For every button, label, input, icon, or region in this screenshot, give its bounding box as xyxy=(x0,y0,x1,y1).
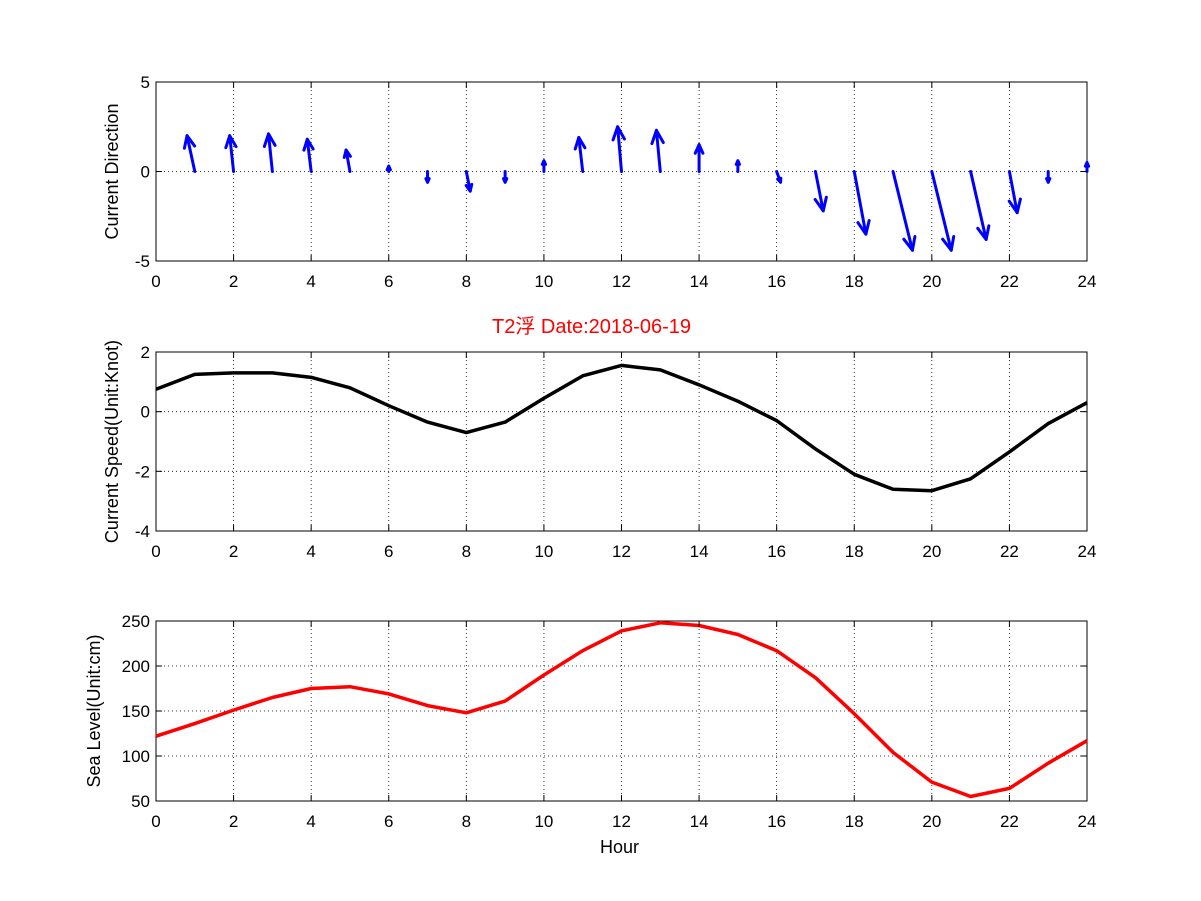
x-tick-label: 8 xyxy=(462,542,471,561)
x-tick-label: 18 xyxy=(845,272,864,291)
current-speed-x-ticks: 0 2 4 6 8 10 12 14 16 18 20 22 24 xyxy=(151,352,1096,561)
direction-arrow xyxy=(693,143,705,173)
x-tick-label: 2 xyxy=(229,272,238,291)
x-tick-label: 12 xyxy=(612,542,631,561)
y-tick-label: 200 xyxy=(122,657,150,676)
current-speed-plot: T2浮 Date:2018-06-19 0 2 4 6 8 10 12 14 16 18 20 22 2… xyxy=(102,315,1096,561)
x-tick-label: 20 xyxy=(922,812,941,831)
current-direction-ylabel: Current Direction xyxy=(102,103,122,239)
x-tick-label: 10 xyxy=(534,542,553,561)
sea-level-series xyxy=(155,621,1088,799)
current-direction-plot: 0 2 4 6 8 10 12 14 16 18 20 22 24 -505 Current Direc… xyxy=(102,73,1096,291)
y-tick-label: 250 xyxy=(122,612,150,631)
direction-arrow xyxy=(650,128,665,173)
direction-arrow xyxy=(342,148,352,173)
sea-level-axes-frame xyxy=(155,620,1088,802)
direction-arrow xyxy=(969,170,991,242)
x-tick-label: 14 xyxy=(690,542,709,561)
x-tick-label: 4 xyxy=(306,542,315,561)
x-tick-label: 8 xyxy=(462,272,471,291)
x-tick-label: 22 xyxy=(1000,272,1019,291)
x-tick-label: 16 xyxy=(767,542,786,561)
series-line xyxy=(155,363,1088,493)
x-tick-label: 18 xyxy=(845,542,864,561)
direction-arrow xyxy=(540,159,548,173)
x-tick-label: 10 xyxy=(534,812,553,831)
series-line xyxy=(155,621,1088,799)
direction-arrow xyxy=(930,170,956,252)
direction-arrow xyxy=(385,164,392,173)
x-tick-label: 2 xyxy=(229,812,238,831)
current-speed-axes-frame xyxy=(155,351,1088,532)
x-tick-label: 6 xyxy=(384,542,393,561)
x-tick-label: 16 xyxy=(767,272,786,291)
direction-arrow xyxy=(852,170,871,236)
direction-arrow xyxy=(573,135,587,173)
y-tick-label: 5 xyxy=(141,73,150,92)
x-tick-label: 18 xyxy=(845,812,864,831)
x-tick-label: 24 xyxy=(1078,542,1097,561)
x-tick-label: 20 xyxy=(922,272,941,291)
current-speed-series xyxy=(155,363,1088,493)
y-tick-label: 2 xyxy=(141,343,150,362)
y-tick-label: 0 xyxy=(141,163,150,182)
direction-arrow xyxy=(1083,161,1091,173)
x-tick-label: 6 xyxy=(384,272,393,291)
sea-level-y-ticks: 50 100 150 200 250 xyxy=(122,612,1087,811)
direction-arrow xyxy=(262,132,277,173)
direction-arrow xyxy=(1007,170,1022,215)
direction-arrow xyxy=(302,137,315,173)
direction-arrow xyxy=(464,170,474,193)
sea-level-x-ticks: 0 2 4 6 8 10 12 14 16 18 20 22 24 xyxy=(151,621,1096,831)
direction-arrow xyxy=(734,159,742,173)
y-tick-label: 0 xyxy=(141,403,150,422)
direction-arrow xyxy=(224,134,238,173)
x-tick-label: 20 xyxy=(922,542,941,561)
sea-level-xlabel: Hour xyxy=(600,837,639,857)
x-tick-label: 12 xyxy=(612,272,631,291)
x-tick-label: 14 xyxy=(690,812,709,831)
direction-arrow xyxy=(424,170,431,184)
x-tick-label: 2 xyxy=(229,542,238,561)
direction-arrow xyxy=(775,170,783,184)
x-tick-label: 10 xyxy=(534,272,553,291)
current-direction-y-ticks: -5 0 5 xyxy=(135,73,1087,271)
x-tick-label: 24 xyxy=(1078,812,1097,831)
x-tick-label: 14 xyxy=(690,272,709,291)
direction-arrow xyxy=(501,170,509,184)
y-tick-label: -2 xyxy=(135,462,150,481)
direction-arrow xyxy=(182,134,197,173)
x-tick-label: 0 xyxy=(151,812,160,831)
x-tick-label: 4 xyxy=(306,812,315,831)
y-tick-label: -4 xyxy=(135,522,150,541)
x-tick-label: 12 xyxy=(612,812,631,831)
current-direction-arrows xyxy=(182,125,1091,252)
x-tick-label: 16 xyxy=(767,812,786,831)
x-tick-label: 22 xyxy=(1000,812,1019,831)
x-tick-label: 0 xyxy=(151,542,160,561)
chart-title: T2浮 Date:2018-06-19 xyxy=(492,315,691,338)
current-speed-y-ticks: -4 -2 0 2 xyxy=(135,343,1087,541)
direction-arrow xyxy=(813,170,828,213)
x-tick-label: 8 xyxy=(462,812,471,831)
x-tick-label: 0 xyxy=(151,272,160,291)
direction-arrow xyxy=(1045,170,1052,184)
y-tick-label: 50 xyxy=(131,792,150,811)
x-tick-label: 6 xyxy=(384,812,393,831)
sea-level-ylabel: Sea Level(Unit:cm) xyxy=(84,634,104,787)
direction-arrow xyxy=(611,125,626,173)
x-tick-label: 24 xyxy=(1078,272,1097,291)
current-speed-ylabel: Current Speed(Unit:Knot) xyxy=(102,340,122,543)
y-tick-label: 100 xyxy=(122,747,150,766)
x-tick-label: 4 xyxy=(306,272,315,291)
direction-arrow xyxy=(891,170,917,252)
current-direction-x-ticks: 0 2 4 6 8 10 12 14 16 18 20 22 24 xyxy=(151,82,1096,291)
y-tick-label: 150 xyxy=(122,702,150,721)
y-tick-label: -5 xyxy=(135,252,150,271)
x-tick-label: 22 xyxy=(1000,542,1019,561)
